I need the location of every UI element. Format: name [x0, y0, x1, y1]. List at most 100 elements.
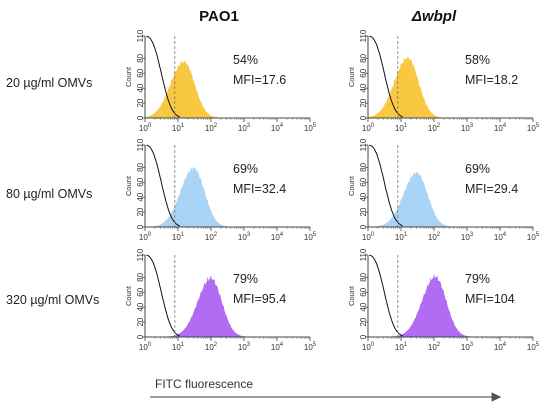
percent-positive-label: 54% [233, 53, 258, 67]
percent-positive-label: 79% [233, 272, 258, 286]
percent-positive-label: 79% [465, 272, 490, 286]
y-tick-label: 20 [136, 317, 145, 326]
x-tick-label: 100 [139, 342, 152, 352]
y-tick-label: 80 [359, 162, 368, 171]
y-tick-label: 0 [359, 224, 368, 229]
histogram-fill [368, 170, 533, 228]
x-tick-label: 101 [395, 123, 408, 133]
column-title-wbpl: Δwbpl [411, 8, 457, 25]
x-tick-label: 102 [205, 232, 218, 242]
histogram-fill [145, 166, 310, 228]
control-histogram-line [146, 254, 180, 337]
histogram-panel: 0 20 40 60 80 110 Count 100 101 102 103 104 105 79% MF… [347, 248, 540, 352]
mfi-label: MFI=17.6 [233, 73, 286, 87]
percent-positive-label: 69% [233, 162, 258, 176]
x-tick-label: 100 [139, 232, 152, 242]
y-axis-title: Count [347, 285, 356, 306]
y-tick-label: 80 [359, 53, 368, 62]
y-tick-label: 110 [359, 29, 368, 42]
x-tick-label: 104 [494, 123, 507, 133]
x-tick-label: 102 [205, 123, 218, 133]
y-tick-label: 40 [359, 302, 368, 311]
y-tick-label: 40 [359, 83, 368, 92]
histogram-panel: 0 20 40 60 80 110 Count 100 101 102 103 104 105 54% MF… [124, 29, 317, 133]
x-tick-label: 102 [428, 342, 441, 352]
y-tick-label: 60 [359, 287, 368, 296]
y-axis-title: Count [347, 175, 356, 196]
y-tick-label: 20 [136, 207, 145, 216]
y-tick-label: 110 [136, 248, 145, 261]
y-tick-label: 40 [136, 83, 145, 92]
histogram-panel: 0 20 40 60 80 110 Count 100 101 102 103 104 105 58% MF… [347, 29, 540, 133]
percent-positive-label: 69% [465, 162, 490, 176]
x-tick-label: 105 [527, 232, 540, 242]
histogram-fill [144, 60, 310, 119]
y-tick-label: 80 [136, 272, 145, 281]
histogram-panel: 0 20 40 60 80 110 Count 100 101 102 103 104 105 69% MF… [347, 138, 540, 242]
y-tick-label: 60 [136, 68, 145, 77]
y-axis-title: Count [124, 66, 133, 87]
row-label-320: 320 µg/ml OMVs [6, 293, 99, 307]
x-tick-label: 105 [527, 123, 540, 133]
x-tick-label: 100 [362, 232, 375, 242]
control-histogram-line [146, 144, 180, 227]
x-tick-label: 100 [362, 123, 375, 133]
histogram-fill [145, 275, 310, 338]
x-tick-label: 103 [461, 123, 474, 133]
control-histogram-line [369, 144, 403, 227]
x-tick-label: 100 [362, 342, 375, 352]
y-tick-label: 60 [359, 68, 368, 77]
row-label-20: 20 µg/ml OMVs [6, 76, 92, 90]
x-tick-label: 103 [461, 232, 474, 242]
y-axis-title: Count [347, 66, 356, 87]
y-tick-label: 110 [359, 138, 368, 151]
x-tick-label: 103 [461, 342, 474, 352]
y-tick-label: 60 [136, 287, 145, 296]
mfi-label: MFI=29.4 [465, 182, 518, 196]
control-histogram-line [146, 35, 180, 118]
x-tick-label: 104 [494, 342, 507, 352]
x-tick-label: 101 [172, 342, 185, 352]
y-tick-label: 20 [359, 98, 368, 107]
histogram-panel: 0 20 40 60 80 110 Count 100 101 102 103 104 105 69% MF… [124, 138, 317, 242]
x-tick-label: 100 [139, 123, 152, 133]
x-tick-label: 102 [205, 342, 218, 352]
x-tick-label: 103 [238, 342, 251, 352]
y-tick-label: 80 [136, 162, 145, 171]
y-tick-label: 40 [359, 192, 368, 201]
y-axis-title: Count [124, 175, 133, 196]
control-histogram-line [369, 35, 403, 118]
x-tick-label: 105 [304, 232, 317, 242]
x-tick-label: 104 [494, 232, 507, 242]
mfi-label: MFI=18.2 [465, 73, 518, 87]
mfi-label: MFI=32.4 [233, 182, 286, 196]
y-tick-label: 110 [359, 248, 368, 261]
y-tick-label: 0 [136, 115, 145, 120]
y-tick-label: 40 [136, 302, 145, 311]
x-tick-label: 103 [238, 123, 251, 133]
y-axis-title: Count [124, 285, 133, 306]
x-tick-label: 104 [271, 342, 284, 352]
x-tick-label: 102 [428, 123, 441, 133]
x-tick-label: 105 [304, 342, 317, 352]
y-tick-label: 20 [359, 317, 368, 326]
x-tick-label: 105 [304, 123, 317, 133]
y-tick-label: 0 [359, 334, 368, 339]
y-tick-label: 0 [359, 115, 368, 120]
control-histogram-line [369, 254, 403, 337]
x-tick-label: 103 [238, 232, 251, 242]
x-tick-label: 101 [395, 342, 408, 352]
row-label-80: 80 µg/ml OMVs [6, 187, 92, 201]
y-tick-label: 0 [136, 224, 145, 229]
y-tick-label: 110 [136, 138, 145, 151]
y-tick-label: 20 [136, 98, 145, 107]
y-tick-label: 20 [359, 207, 368, 216]
column-title-pao1: PAO1 [199, 8, 239, 25]
histogram-panels: 0 20 40 60 80 110 Count 100 101 102 103 104 105 54% MF… [124, 29, 540, 352]
histogram-panel: 0 20 40 60 80 110 Count 100 101 102 103 104 105 79% MF… [124, 248, 317, 352]
y-tick-label: 60 [136, 177, 145, 186]
y-tick-label: 0 [136, 334, 145, 339]
y-tick-label: 80 [136, 53, 145, 62]
y-tick-label: 80 [359, 272, 368, 281]
x-tick-label: 105 [527, 342, 540, 352]
